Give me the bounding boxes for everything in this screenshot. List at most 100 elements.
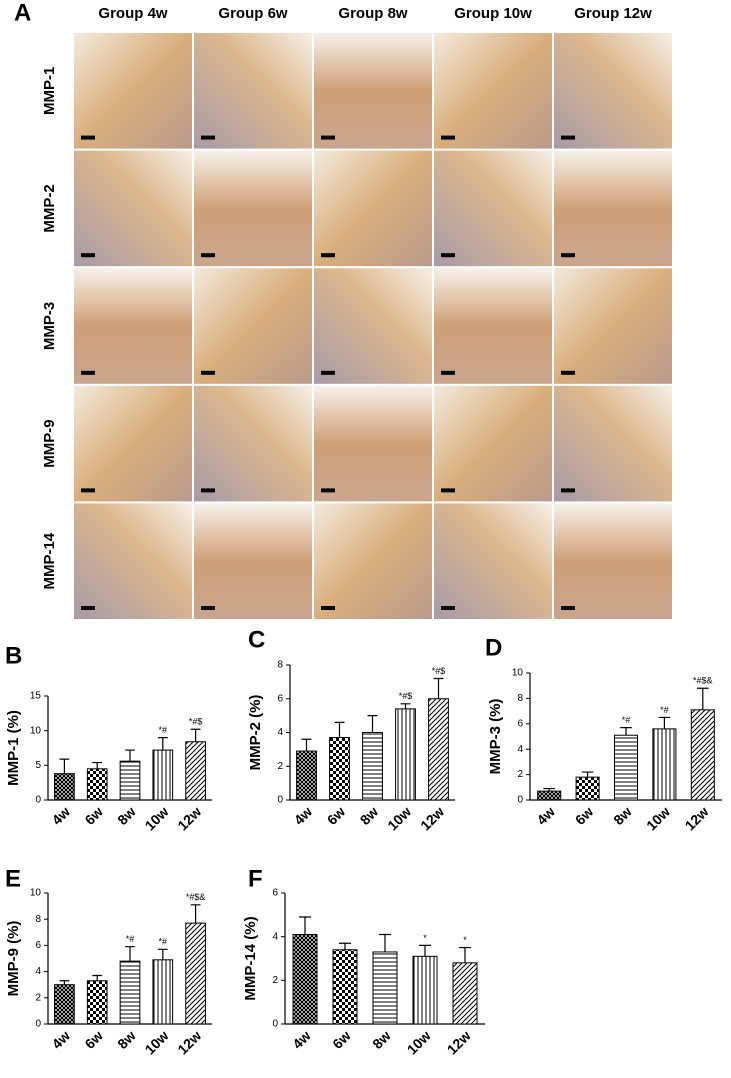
scale-bar <box>321 135 335 140</box>
y-tick-label: 8 <box>277 660 283 671</box>
micrograph <box>74 150 192 267</box>
micrograph <box>434 150 552 267</box>
y-axis-label: MMP-1 (%) <box>5 710 22 786</box>
bar <box>362 732 383 801</box>
y-tick-label: 0 <box>272 1019 278 1030</box>
error-bar <box>620 727 632 736</box>
y-tick-label: 2 <box>272 975 278 986</box>
y-tick-label: 2 <box>517 769 523 780</box>
micrograph <box>194 268 312 384</box>
bar <box>185 741 206 801</box>
x-tick-label: 4w <box>49 1027 74 1052</box>
scale-bar <box>321 370 335 375</box>
error-bar <box>697 687 709 710</box>
scale-bar <box>81 253 95 258</box>
row-label: MMP-14 <box>41 532 58 589</box>
error-bar <box>125 749 135 762</box>
x-tick-label: 6w <box>324 803 349 828</box>
error-bar <box>125 946 135 962</box>
bar <box>575 776 600 801</box>
bar <box>292 933 318 1025</box>
scale-bar <box>201 370 215 375</box>
micrograph <box>314 33 432 149</box>
error-bar <box>59 758 70 774</box>
micrograph <box>434 503 552 619</box>
y-axis-label: MMP-2 (%) <box>247 695 264 771</box>
x-tick-label: 6w <box>329 1027 354 1052</box>
bar <box>185 922 206 1025</box>
x-tick-label: 8w <box>610 803 635 828</box>
significance-label: *# <box>660 705 669 715</box>
bar <box>86 768 108 801</box>
error-bar <box>92 761 103 769</box>
x-tick-label: 4w <box>289 1027 314 1052</box>
micrograph <box>314 268 432 384</box>
panel-letter: A <box>14 0 31 26</box>
y-tick-label: 8 <box>35 914 41 925</box>
significance-label: *# <box>126 934 135 944</box>
micrograph <box>554 385 672 502</box>
error-bar <box>157 948 168 960</box>
bar <box>54 773 75 801</box>
scale-bar <box>441 370 455 375</box>
row-label: MMP-2 <box>41 184 58 232</box>
y-tick-label: 4 <box>517 744 523 755</box>
y-tick-label: 6 <box>35 940 41 951</box>
x-tick-label: 6w <box>572 803 597 828</box>
error-bar <box>658 716 671 729</box>
y-tick-label: 8 <box>517 693 523 704</box>
significance-label: *# <box>159 725 168 735</box>
error-bar <box>433 677 444 699</box>
bar <box>452 962 478 1025</box>
scale-bar <box>441 488 455 493</box>
x-tick-label: 6w <box>81 1027 106 1052</box>
column-label: Group 4w <box>98 5 168 22</box>
panel-letter: B <box>5 642 22 669</box>
y-tick-label: 10 <box>30 888 42 899</box>
scale-bar <box>561 488 575 493</box>
y-tick-label: 6 <box>272 888 278 899</box>
y-tick-label: 4 <box>35 966 41 977</box>
x-tick-label: 10w <box>384 803 414 833</box>
x-tick-label: 4w <box>49 803 74 828</box>
micrograph <box>194 150 312 267</box>
micrograph <box>74 33 192 149</box>
x-tick-label: 8w <box>114 1027 139 1052</box>
scale-bar <box>321 488 335 493</box>
scale-bar <box>441 135 455 140</box>
error-bar <box>367 715 378 733</box>
micrograph <box>554 268 672 384</box>
bar <box>152 959 174 1025</box>
micrograph <box>194 385 312 502</box>
micrograph <box>74 385 192 502</box>
x-tick-label: 8w <box>369 1027 394 1052</box>
scale-bar <box>81 606 95 610</box>
significance-label: *#$ <box>432 666 446 676</box>
scale-bar <box>201 488 215 493</box>
bar <box>332 949 358 1025</box>
scale-bar <box>81 370 95 375</box>
micrograph <box>434 268 552 384</box>
y-tick-label: 5 <box>35 760 41 771</box>
micrograph <box>74 268 192 384</box>
x-tick-label: 12w <box>417 803 447 833</box>
bar <box>296 750 317 801</box>
error-bar <box>299 916 311 935</box>
error-bar <box>59 980 70 985</box>
y-tick-label: 2 <box>35 992 41 1003</box>
significance-label: *#$& <box>693 676 713 686</box>
y-tick-label: 2 <box>277 761 283 772</box>
scale-bar <box>561 135 575 140</box>
micrograph <box>314 503 432 619</box>
bar <box>395 708 416 801</box>
x-tick-label: 4w <box>291 803 316 828</box>
scale-bar <box>201 606 215 610</box>
x-tick-label: 10w <box>142 803 172 833</box>
error-bar <box>190 904 201 924</box>
x-tick-label: 6w <box>81 803 106 828</box>
x-tick-label: 12w <box>444 1027 474 1057</box>
bar <box>652 728 677 801</box>
error-bar <box>339 942 351 950</box>
micrograph <box>74 503 192 619</box>
error-bar <box>334 721 345 738</box>
